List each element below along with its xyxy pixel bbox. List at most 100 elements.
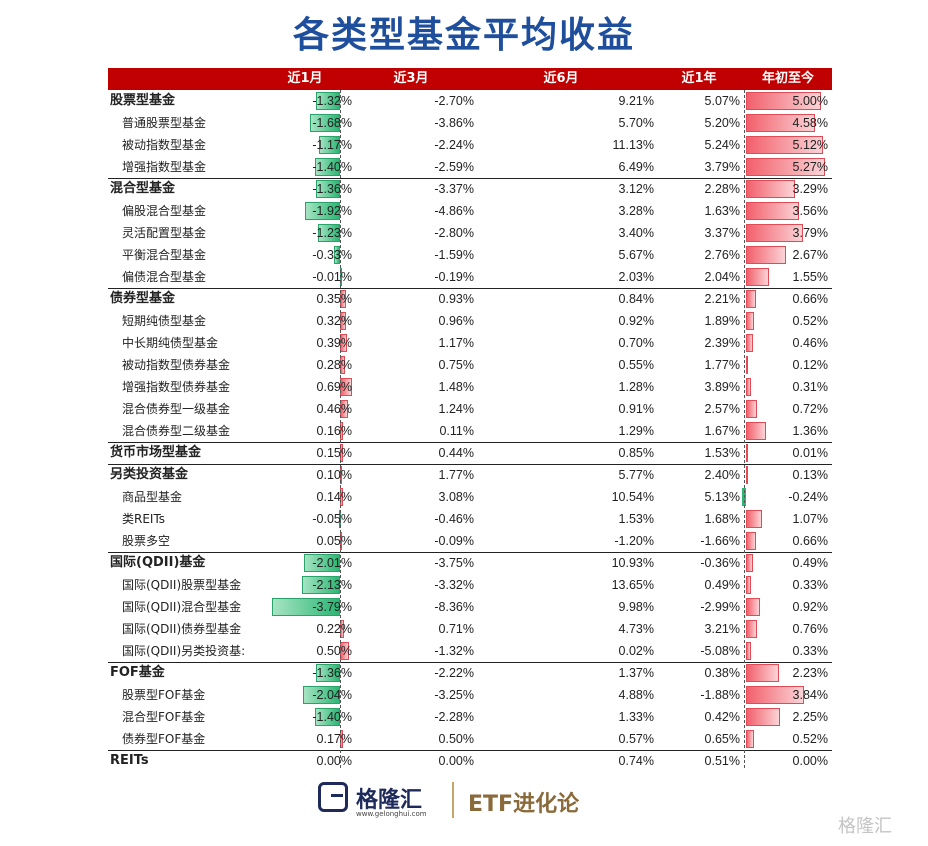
group-separator — [108, 288, 832, 289]
value-1m: -1.68% — [312, 116, 352, 130]
value-3m: 0.93% — [438, 292, 474, 306]
value-1m: -2.01% — [312, 556, 352, 570]
table-row: 灵活配置型基金 -1.23% -2.80% 3.40% 3.37% 3.79% — [108, 222, 832, 244]
header-1y: 近1年 — [681, 71, 717, 86]
value-ytd: 3.79% — [792, 226, 828, 240]
table-row: 混合型基金 -1.36% -3.37% 3.12% 2.28% 3.29% — [108, 178, 832, 200]
value-3m: 1.17% — [438, 336, 474, 350]
value-ytd: 0.92% — [792, 600, 828, 614]
group-separator — [108, 464, 832, 465]
value-3m: -2.24% — [434, 138, 474, 152]
value-1y: 3.21% — [704, 622, 740, 636]
value-1y: -1.66% — [700, 534, 740, 548]
table-row: 混合型FOF基金 -1.40% -2.28% 1.33% 0.42% 2.25% — [108, 706, 832, 728]
value-1y: 2.76% — [704, 248, 740, 262]
table-row: 增强指数型基金 -1.40% -2.59% 6.49% 3.79% 5.27% — [108, 156, 832, 178]
bar-1m — [271, 598, 340, 616]
table-row: 类REITs -0.05% -0.46% 1.53% 1.68% 1.07% — [108, 508, 832, 530]
bar-1m — [303, 686, 340, 704]
value-1y: 5.07% — [704, 94, 740, 108]
value-3m: -3.25% — [434, 688, 474, 702]
table-row: 混合债券型二级基金 0.16% 0.11% 1.29% 1.67% 1.36% — [108, 420, 832, 442]
fund-name: 被动指数型债券基金 — [122, 358, 231, 372]
value-ytd: 4.58% — [792, 116, 828, 130]
value-6m: 0.02% — [618, 644, 654, 658]
bar-ytd — [746, 268, 770, 286]
table-row: 股票多空 0.05% -0.09% -1.20% -1.66% 0.66% — [108, 530, 832, 552]
value-1y: 3.37% — [704, 226, 740, 240]
bar-1m — [315, 664, 340, 682]
value-1m: -3.79% — [312, 600, 352, 614]
fund-name: 股票多空 — [122, 534, 171, 548]
logo-url: www.gelonghui.com — [356, 810, 427, 818]
table-row: 普通股票型基金 -1.68% -3.86% 5.70% 5.20% 4.58% — [108, 112, 832, 134]
value-3m: -3.37% — [434, 182, 474, 196]
value-1y: 3.89% — [704, 380, 740, 394]
fund-name: 商品型基金 — [122, 490, 183, 504]
value-6m: 10.93% — [611, 556, 654, 570]
bar-ytd — [746, 510, 763, 528]
value-3m: -1.32% — [434, 644, 474, 658]
table-row: 国际(QDII)债券型基金 0.22% 0.71% 4.73% 3.21% 0.76% — [108, 618, 832, 640]
group-separator — [108, 178, 832, 179]
value-6m: 5.67% — [618, 248, 654, 262]
fund-name: 国际(QDII)混合型基金 — [122, 600, 242, 614]
bar-ytd — [746, 202, 800, 220]
value-ytd: 5.12% — [792, 138, 828, 152]
value-3m: -0.19% — [434, 270, 474, 284]
gelonghui-logo-icon — [318, 782, 348, 812]
value-1y: 1.89% — [704, 314, 740, 328]
bar-ytd — [746, 400, 757, 418]
value-1m: -0.01% — [312, 270, 352, 284]
value-3m: -2.59% — [434, 160, 474, 174]
value-ytd: 0.46% — [792, 336, 828, 350]
value-1y: 2.28% — [704, 182, 740, 196]
value-1y: 2.39% — [704, 336, 740, 350]
bar-1m — [317, 224, 340, 242]
value-1m: 0.17% — [316, 732, 352, 746]
fund-name: 短期纯债型基金 — [122, 314, 207, 328]
value-6m: 3.12% — [618, 182, 654, 196]
value-1m: -1.23% — [312, 226, 352, 240]
header-ytd: 年初至今 — [761, 71, 814, 86]
value-1y: 5.13% — [704, 490, 740, 504]
fund-name: 混合型基金 — [110, 181, 176, 196]
axis-line-1m — [340, 90, 341, 768]
value-ytd: 0.33% — [792, 644, 828, 658]
value-ytd: 0.13% — [792, 468, 828, 482]
table-row: 国际(QDII)基金 -2.01% -3.75% 10.93% -0.36% 0.49% — [108, 552, 832, 574]
bar-ytd — [746, 444, 748, 462]
value-3m: 0.50% — [438, 732, 474, 746]
bar-1m — [314, 708, 340, 726]
axis-line-ytd — [744, 90, 745, 768]
fund-name: 平衡混合型基金 — [122, 248, 207, 262]
value-1y: 2.04% — [704, 270, 740, 284]
fund-name: 国际(QDII)另类投资基: — [122, 644, 246, 658]
fund-name: 中长期纯债型基金 — [122, 336, 219, 350]
value-1y: 1.77% — [704, 358, 740, 372]
value-ytd: 3.56% — [792, 204, 828, 218]
table-row: 偏债混合型基金 -0.01% -0.19% 2.03% 2.04% 1.55% — [108, 266, 832, 288]
fund-name: 股票型基金 — [110, 93, 176, 108]
bar-ytd — [746, 730, 754, 748]
value-ytd: 2.23% — [792, 666, 828, 680]
value-1y: 1.67% — [704, 424, 740, 438]
table-row: 商品型基金 0.14% 3.08% 10.54% 5.13% -0.24% — [108, 486, 832, 508]
bar-ytd — [746, 620, 758, 638]
fund-name: 类REITs — [122, 512, 166, 526]
value-ytd: 3.29% — [792, 182, 828, 196]
value-1m: 0.00% — [316, 754, 352, 768]
value-1m: -1.36% — [312, 666, 352, 680]
value-1y: 5.20% — [704, 116, 740, 130]
value-1y: 0.49% — [704, 578, 740, 592]
bar-ytd — [746, 180, 796, 198]
value-6m: 13.65% — [611, 578, 654, 592]
value-1m: 0.28% — [316, 358, 352, 372]
bar-ytd — [746, 158, 826, 176]
bar-ytd — [746, 290, 756, 308]
value-1y: 0.51% — [704, 754, 740, 768]
value-1m: -0.33% — [312, 248, 352, 262]
table-row: REITs 0.00% 0.00% 0.74% 0.51% 0.00% — [108, 750, 832, 772]
value-6m: 4.73% — [618, 622, 654, 636]
value-3m: -3.75% — [434, 556, 474, 570]
